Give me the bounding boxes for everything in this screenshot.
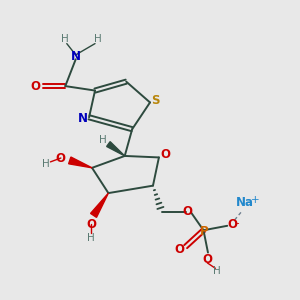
Text: H: H: [100, 136, 107, 146]
Text: H: H: [213, 266, 221, 276]
Text: P: P: [200, 225, 209, 238]
Text: H: H: [61, 34, 68, 44]
Polygon shape: [91, 193, 108, 218]
Text: O: O: [31, 80, 40, 93]
Polygon shape: [69, 157, 92, 168]
Text: O: O: [56, 152, 66, 164]
Text: H: H: [94, 34, 101, 44]
Text: Na: Na: [236, 196, 254, 209]
Text: O: O: [182, 205, 192, 218]
Text: H: H: [42, 159, 50, 169]
Text: S: S: [151, 94, 160, 107]
Text: O: O: [86, 218, 96, 231]
Text: O: O: [228, 218, 238, 231]
Polygon shape: [106, 142, 125, 156]
Text: O: O: [174, 243, 184, 256]
Text: N: N: [78, 112, 88, 125]
Text: -: -: [235, 218, 239, 228]
Text: H: H: [87, 233, 95, 243]
Text: O: O: [202, 253, 212, 266]
Text: +: +: [250, 195, 259, 205]
Text: N: N: [71, 50, 81, 64]
Text: O: O: [160, 148, 170, 161]
